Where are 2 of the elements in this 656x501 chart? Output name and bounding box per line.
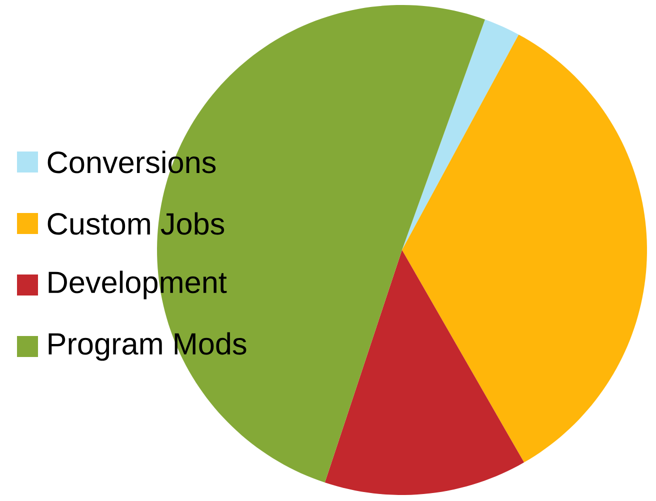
legend-label: Program Mods — [48, 332, 246, 361]
legend-label: Custom Jobs — [48, 212, 224, 235]
